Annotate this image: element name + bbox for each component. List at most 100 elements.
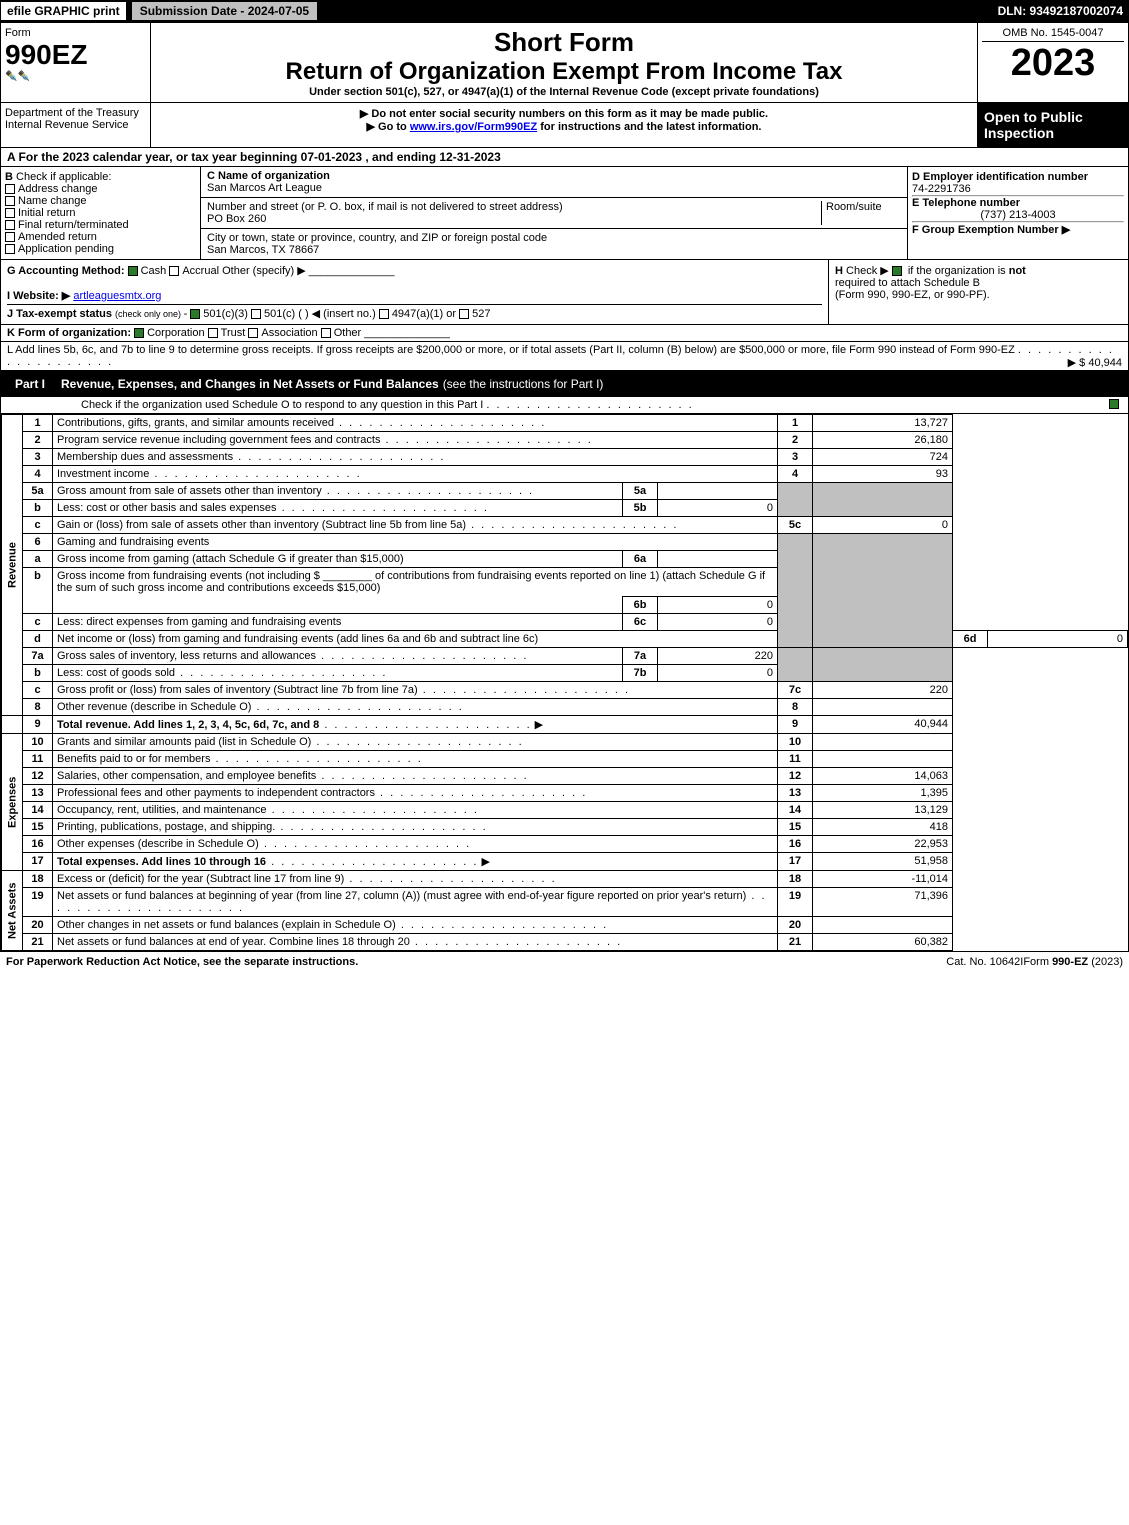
year-col: OMB No. 1545-0047 2023	[978, 23, 1128, 102]
line-19-rnum: 19	[778, 888, 813, 917]
checkbox-4947[interactable]	[379, 309, 389, 319]
section-g-i-j: G Accounting Method: Cash Accrual Other …	[1, 260, 828, 324]
line-16-rnum: 16	[778, 836, 813, 853]
checkbox-527[interactable]	[459, 309, 469, 319]
checkbox-final-return[interactable]	[5, 220, 15, 230]
irs-link[interactable]: www.irs.gov/Form990EZ	[410, 121, 537, 133]
line-16-num: 16	[23, 836, 53, 853]
checkbox-accrual[interactable]	[169, 266, 179, 276]
checkbox-address-change[interactable]	[5, 184, 15, 194]
i-label: I Website: ▶	[7, 290, 70, 302]
footer-catno: Cat. No. 10642I	[946, 956, 1023, 968]
line-5b-desc: Less: cost or other basis and sales expe…	[57, 502, 277, 514]
line-4-desc: Investment income	[57, 468, 149, 480]
opt-name-change: Name change	[18, 195, 87, 207]
line-11-val	[813, 751, 953, 768]
section-h: H Check ▶ if the organization is not req…	[828, 260, 1128, 324]
line-6d-rnum: 6d	[953, 631, 988, 648]
line-1-desc: Contributions, gifts, grants, and simila…	[57, 417, 334, 429]
footer: For Paperwork Reduction Act Notice, see …	[0, 952, 1129, 972]
line-8-val	[813, 699, 953, 716]
checkbox-trust[interactable]	[208, 328, 218, 338]
short-form-title: Short Form	[155, 27, 973, 58]
e-label: E Telephone number	[912, 197, 1020, 209]
opt-other-org: Other	[334, 327, 362, 339]
checkbox-schedule-o[interactable]	[1109, 399, 1119, 409]
checkbox-501c[interactable]	[251, 309, 261, 319]
line-19-val: 71,396	[813, 888, 953, 917]
checkbox-assoc[interactable]	[248, 328, 258, 338]
opt-final-return: Final return/terminated	[18, 219, 129, 231]
line-7b-snum: 7b	[623, 665, 658, 682]
form-number: 990EZ	[5, 39, 146, 71]
opt-amended: Amended return	[18, 231, 97, 243]
section-c: C Name of organization San Marcos Art Le…	[201, 167, 908, 259]
notice-row: Department of the Treasury Internal Reve…	[1, 103, 1128, 148]
line-16-desc: Other expenses (describe in Schedule O)	[57, 838, 259, 850]
checkbox-initial-return[interactable]	[5, 208, 15, 218]
h-text2: if the organization is	[908, 265, 1009, 277]
line-7c-desc: Gross profit or (loss) from sales of inv…	[57, 684, 418, 696]
line-18-num: 18	[23, 871, 53, 888]
line-5a-num: 5a	[23, 483, 53, 500]
opt-address-change: Address change	[18, 183, 98, 195]
line-21-num: 21	[23, 934, 53, 951]
line-20-desc: Other changes in net assets or fund bala…	[57, 919, 396, 931]
line-6c-desc: Less: direct expenses from gaming and fu…	[57, 616, 341, 628]
opt-4947: 4947(a)(1) or	[392, 308, 456, 320]
title-col: Short Form Return of Organization Exempt…	[151, 23, 978, 102]
checkbox-corp[interactable]	[134, 328, 144, 338]
opt-other-method: Other (specify) ▶	[222, 265, 306, 277]
line-17-rnum: 17	[778, 853, 813, 871]
website-link[interactable]: artleaguesmtx.org	[73, 290, 161, 302]
k-label: K Form of organization:	[7, 327, 131, 339]
line-11-desc: Benefits paid to or for members	[57, 753, 210, 765]
line-6a-snum: 6a	[623, 551, 658, 568]
line-10-rnum: 10	[778, 734, 813, 751]
l-text: L Add lines 5b, 6c, and 7b to line 9 to …	[7, 344, 1015, 356]
line-6c-num: c	[23, 614, 53, 631]
line-18-rnum: 18	[778, 871, 813, 888]
line-5b-num: b	[23, 500, 53, 517]
line-3-val: 724	[813, 449, 953, 466]
checkbox-pending[interactable]	[5, 244, 15, 254]
line-3-desc: Membership dues and assessments	[57, 451, 233, 463]
line-21-rnum: 21	[778, 934, 813, 951]
line-18-desc: Excess or (deficit) for the year (Subtra…	[57, 873, 344, 885]
line-5c-desc: Gain or (loss) from sale of assets other…	[57, 519, 466, 531]
line-21-desc: Net assets or fund balances at end of ye…	[57, 936, 410, 948]
g-label: G Accounting Method:	[7, 265, 125, 277]
line-3-rnum: 3	[778, 449, 813, 466]
line-6b-sval: 0	[658, 597, 778, 614]
checkbox-501c3[interactable]	[190, 309, 200, 319]
line-7c-num: c	[23, 682, 53, 699]
org-address: PO Box 260	[207, 213, 266, 225]
line-7a-sval: 220	[658, 648, 778, 665]
checkbox-cash[interactable]	[128, 266, 138, 276]
line-17-num: 17	[23, 853, 53, 871]
opt-accrual: Accrual	[182, 265, 219, 277]
line-3-num: 3	[23, 449, 53, 466]
line-21-val: 60,382	[813, 934, 953, 951]
efile-print: efile GRAPHIC print	[0, 1, 127, 21]
checkbox-amended[interactable]	[5, 232, 15, 242]
checkbox-other-org[interactable]	[321, 328, 331, 338]
h-text1: Check ▶	[846, 265, 889, 277]
line-13-desc: Professional fees and other payments to …	[57, 787, 375, 799]
check-if-applicable: Check if applicable:	[16, 171, 111, 183]
checkbox-name-change[interactable]	[5, 196, 15, 206]
room-suite-label: Room/suite	[826, 201, 882, 213]
footer-notice: For Paperwork Reduction Act Notice, see …	[6, 956, 946, 968]
checkbox-schedule-b[interactable]	[892, 266, 902, 276]
dept-irs: Internal Revenue Service	[5, 119, 146, 131]
line-7c-val: 220	[813, 682, 953, 699]
line-1-val: 13,727	[813, 415, 953, 432]
line-20-val	[813, 917, 953, 934]
line-7a-snum: 7a	[623, 648, 658, 665]
omb-number: OMB No. 1545-0047	[982, 27, 1124, 42]
line-14-desc: Occupancy, rent, utilities, and maintena…	[57, 804, 267, 816]
line-10-desc: Grants and similar amounts paid (list in…	[57, 736, 311, 748]
line-19-num: 19	[23, 888, 53, 917]
line-12-val: 14,063	[813, 768, 953, 785]
j-sub: (check only one)	[115, 309, 184, 319]
